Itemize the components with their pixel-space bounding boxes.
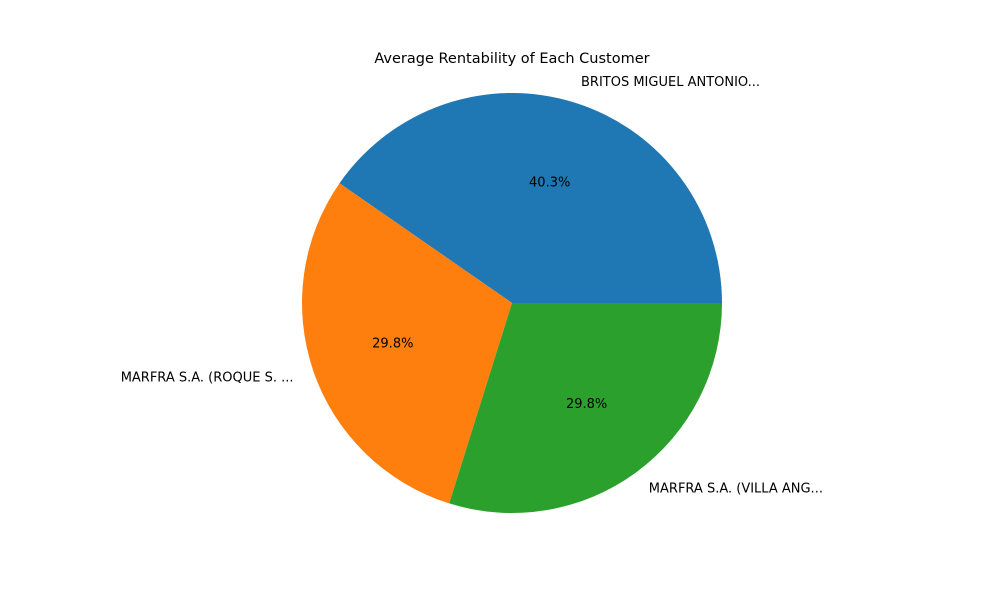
slice-percent-label-3: 29.8% — [566, 397, 607, 412]
pie-slices — [302, 93, 722, 513]
slice-label-2: MARFRA S.A. (ROQUE S. ... — [121, 370, 294, 385]
slice-label-3: MARFRA S.A. (VILLA ANG... — [649, 482, 823, 497]
pie-slice-1 — [339, 93, 722, 303]
slice-label-1: BRITOS MIGUEL ANTONIO... — [581, 75, 760, 90]
slice-percent-label-1: 40.3% — [529, 175, 570, 190]
pie-slice-3 — [449, 303, 722, 513]
pie-labels: BRITOS MIGUEL ANTONIO... 40.3% MARFRA S.A.… — [121, 75, 823, 497]
pie-slice-2 — [302, 183, 512, 504]
slice-percent-label-2: 29.8% — [372, 336, 413, 351]
chart-title: Average Rentability of Each Customer — [374, 51, 649, 67]
